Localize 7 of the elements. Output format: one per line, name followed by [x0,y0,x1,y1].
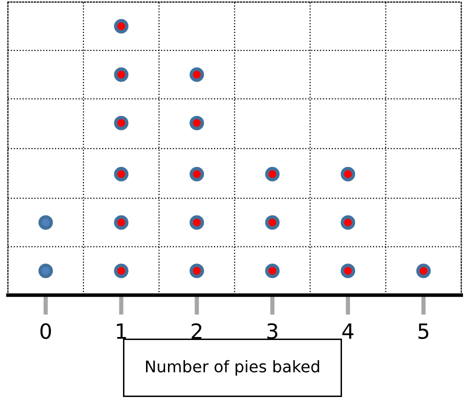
x-tick-label: 0 [40,323,51,339]
x-tick-label: 5 [418,324,428,339]
x-tick-label: 4 [342,324,354,339]
x-tick-label: 3 [267,323,278,339]
x-axis-title: Number of pies baked [146,360,320,376]
x-tick-label: 1 [116,324,126,339]
x-tick-label: 2 [192,323,202,339]
